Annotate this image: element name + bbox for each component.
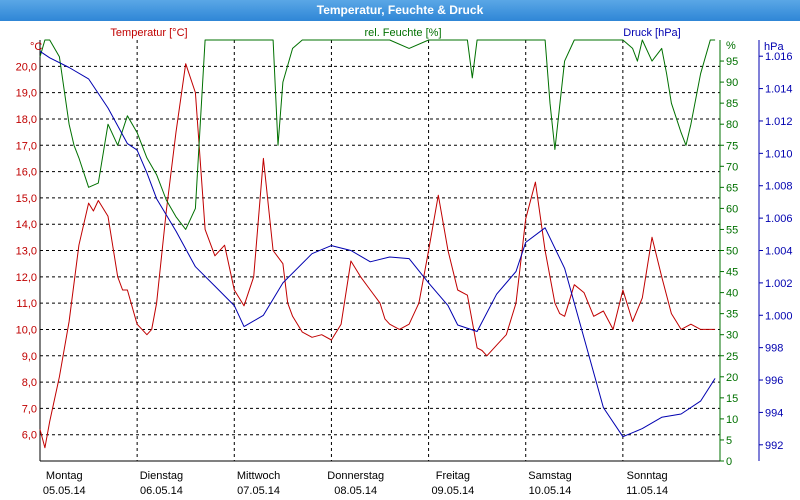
day-date-label: 05.05.14 [43,485,86,497]
pressure-tick-label: 1.016 [765,51,793,63]
day-date-label: 09.05.14 [431,485,474,497]
temperature-tick-label: 20,0 [16,61,37,73]
pressure-tick-label: 1.008 [765,181,793,193]
temperature-tick-label: 15,0 [16,193,37,205]
temperature-tick-label: 9,0 [22,351,37,363]
temperature-tick-label: 17,0 [16,140,37,152]
humidity-tick-label: 35 [726,309,738,321]
humidity-tick-label: 10 [726,414,738,426]
humidity-unit: % [726,40,736,52]
temperature-tick-label: 7,0 [22,403,37,415]
temperature-tick-label: 13,0 [16,246,37,258]
humidity-tick-label: 95 [726,56,738,68]
temperature-tick-label: 10,0 [16,324,37,336]
humidity-tick-label: 50 [726,246,738,258]
humidity-tick-label: 30 [726,330,738,342]
humidity-tick-label: 25 [726,351,738,363]
day-date-label: 07.05.14 [237,485,280,497]
pressure-tick-label: 996 [765,375,783,387]
temperature-tick-label: 6,0 [22,430,37,442]
pressure-unit: hPa [764,41,784,53]
pressure-tick-label: 1.002 [765,278,793,290]
day-name-label: Freitag [436,470,470,482]
pressure-tick-label: 1.014 [765,84,793,96]
temperature-unit: °C [30,41,42,53]
humidity-tick-label: 20 [726,372,738,384]
temperature-tick-label: 12,0 [16,272,37,284]
pressure-tick-label: 992 [765,440,783,452]
day-name-label: Mittwoch [237,470,280,482]
day-date-label: 11.05.14 [626,485,668,497]
humidity-tick-label: 60 [726,203,738,215]
day-date-label: 08.05.14 [334,485,377,497]
temperature-tick-label: 16,0 [16,167,37,179]
humidity-tick-label: 45 [726,267,738,279]
humidity-series-line [39,39,716,230]
humidity-tick-label: 90 [726,77,738,89]
humidity-tick-label: 5 [726,435,732,447]
pressure-series-line [39,50,716,438]
temperature-tick-label: 18,0 [16,114,37,126]
pressure-axis-label: Druck [hPa] [623,27,680,39]
day-name-label: Samstag [528,470,571,482]
temperature-tick-label: 11,0 [16,298,37,310]
pressure-tick-label: 1.004 [765,246,793,258]
humidity-tick-label: 40 [726,288,738,300]
pressure-tick-label: 998 [765,343,783,355]
humidity-tick-label: 65 [726,182,738,194]
humidity-tick-label: 55 [726,224,738,236]
humidity-tick-label: 0 [726,456,732,468]
day-name-label: Dienstag [140,470,183,482]
window-title: Temperatur, Feuchte & Druck [0,0,800,21]
humidity-tick-label: 80 [726,119,738,131]
day-name-label: Donnerstag [327,470,384,482]
humidity-tick-label: 85 [726,98,738,110]
day-date-label: 06.05.14 [140,485,183,497]
humidity-axis-label: rel. Feuchte [%] [364,27,441,39]
pressure-tick-label: 1.006 [765,213,793,225]
humidity-tick-label: 75 [726,140,738,152]
day-name-label: Sonntag [627,470,668,482]
humidity-tick-label: 15 [726,393,738,405]
pressure-tick-label: 1.012 [765,116,793,128]
day-date-label: 10.05.14 [529,485,572,497]
temperature-axis-label: Temperatur [°C] [110,27,187,39]
temperature-tick-label: 19,0 [16,88,37,100]
pressure-tick-label: 1.010 [765,148,793,160]
temperature-series-line [39,63,716,449]
pressure-tick-label: 1.000 [765,310,793,322]
temperature-tick-label: 8,0 [22,377,37,389]
humidity-tick-label: 70 [726,161,738,173]
temperature-tick-label: 14,0 [16,219,37,231]
pressure-tick-label: 994 [765,407,783,419]
day-name-label: Montag [46,470,83,482]
